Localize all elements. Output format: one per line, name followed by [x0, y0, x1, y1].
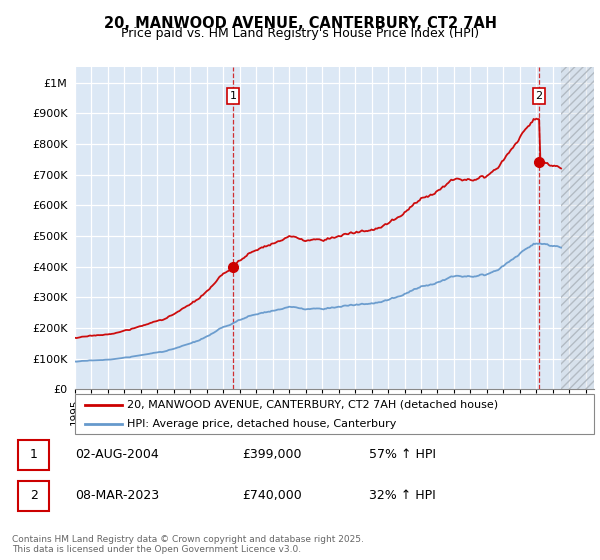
- Text: 02-AUG-2004: 02-AUG-2004: [76, 449, 159, 461]
- FancyBboxPatch shape: [18, 440, 49, 470]
- Text: 08-MAR-2023: 08-MAR-2023: [76, 489, 160, 502]
- Text: 1: 1: [229, 91, 236, 101]
- Text: Price paid vs. HM Land Registry's House Price Index (HPI): Price paid vs. HM Land Registry's House …: [121, 27, 479, 40]
- Text: 2: 2: [29, 489, 38, 502]
- Text: 1: 1: [29, 449, 38, 461]
- Bar: [561, 67, 594, 389]
- Text: Contains HM Land Registry data © Crown copyright and database right 2025.
This d: Contains HM Land Registry data © Crown c…: [12, 535, 364, 554]
- Text: £399,000: £399,000: [242, 449, 302, 461]
- Text: 20, MANWOOD AVENUE, CANTERBURY, CT2 7AH: 20, MANWOOD AVENUE, CANTERBURY, CT2 7AH: [104, 16, 497, 31]
- FancyBboxPatch shape: [18, 480, 49, 511]
- Text: 2: 2: [536, 91, 542, 101]
- Text: £740,000: £740,000: [242, 489, 302, 502]
- Text: 57% ↑ HPI: 57% ↑ HPI: [369, 449, 436, 461]
- FancyBboxPatch shape: [75, 394, 594, 434]
- Text: HPI: Average price, detached house, Canterbury: HPI: Average price, detached house, Cant…: [127, 419, 396, 429]
- Text: 20, MANWOOD AVENUE, CANTERBURY, CT2 7AH (detached house): 20, MANWOOD AVENUE, CANTERBURY, CT2 7AH …: [127, 400, 498, 409]
- Text: 32% ↑ HPI: 32% ↑ HPI: [369, 489, 436, 502]
